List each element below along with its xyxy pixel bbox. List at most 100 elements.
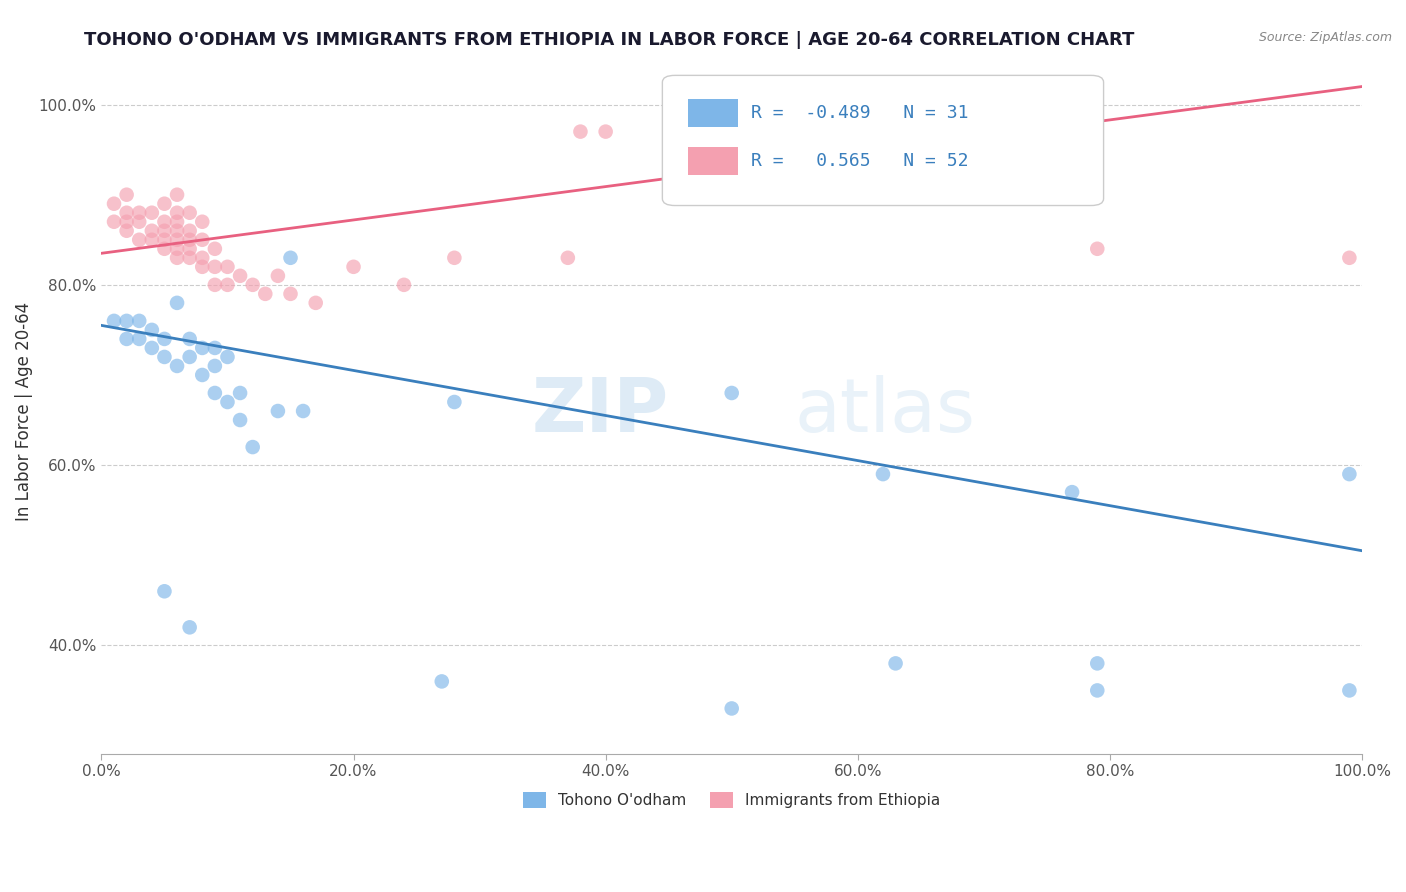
Point <box>166 296 188 310</box>
Point <box>1060 485 1083 500</box>
Point <box>191 341 214 355</box>
Point <box>166 187 188 202</box>
Point <box>720 701 742 715</box>
Point <box>115 187 138 202</box>
FancyBboxPatch shape <box>662 75 1104 205</box>
Point <box>392 277 415 292</box>
Point <box>242 440 264 454</box>
Point <box>103 215 125 229</box>
Point <box>1339 251 1361 265</box>
Point <box>254 286 277 301</box>
Point <box>166 205 188 219</box>
Point <box>153 242 176 256</box>
FancyBboxPatch shape <box>688 147 738 175</box>
Point <box>443 395 465 409</box>
Point <box>217 350 239 364</box>
Point <box>179 224 201 238</box>
Point <box>141 233 163 247</box>
Point <box>204 260 226 274</box>
Point <box>179 620 201 634</box>
Point <box>128 233 150 247</box>
Text: TOHONO O'ODHAM VS IMMIGRANTS FROM ETHIOPIA IN LABOR FORCE | AGE 20-64 CORRELATIO: TOHONO O'ODHAM VS IMMIGRANTS FROM ETHIOP… <box>84 31 1135 49</box>
Y-axis label: In Labor Force | Age 20-64: In Labor Force | Age 20-64 <box>15 301 32 521</box>
Point <box>128 215 150 229</box>
Point <box>229 386 252 401</box>
Point <box>1085 242 1108 256</box>
Point <box>204 242 226 256</box>
Point <box>191 368 214 382</box>
Text: R =  -0.489   N = 31: R = -0.489 N = 31 <box>751 104 969 122</box>
Point <box>204 359 226 373</box>
Point <box>179 332 201 346</box>
Point <box>229 413 252 427</box>
Point <box>179 242 201 256</box>
Point <box>153 215 176 229</box>
Point <box>128 332 150 346</box>
Text: R =   0.565   N = 52: R = 0.565 N = 52 <box>751 152 969 170</box>
Point <box>141 341 163 355</box>
Point <box>191 251 214 265</box>
Point <box>430 674 453 689</box>
Point <box>166 251 188 265</box>
Point <box>179 350 201 364</box>
Point <box>115 205 138 219</box>
Point <box>569 125 592 139</box>
Point <box>179 205 201 219</box>
Point <box>305 296 328 310</box>
Point <box>292 404 315 418</box>
Point <box>103 196 125 211</box>
Point <box>115 314 138 328</box>
Point <box>1339 683 1361 698</box>
Point <box>595 125 617 139</box>
Point <box>115 332 138 346</box>
Point <box>166 224 188 238</box>
Point <box>720 386 742 401</box>
Point <box>153 224 176 238</box>
Point <box>191 215 214 229</box>
Point <box>242 277 264 292</box>
Point <box>443 251 465 265</box>
Text: ZIP: ZIP <box>531 375 669 448</box>
Point <box>141 323 163 337</box>
Point <box>128 314 150 328</box>
Point <box>153 350 176 364</box>
Point <box>280 286 302 301</box>
Point <box>141 224 163 238</box>
Point <box>217 277 239 292</box>
Point <box>153 584 176 599</box>
Point <box>884 657 907 671</box>
Point <box>267 268 290 283</box>
Point <box>1085 683 1108 698</box>
Point <box>153 233 176 247</box>
Point <box>115 215 138 229</box>
Point <box>557 251 579 265</box>
Point <box>217 260 239 274</box>
Point <box>191 260 214 274</box>
FancyBboxPatch shape <box>688 99 738 127</box>
Point <box>166 233 188 247</box>
Text: Source: ZipAtlas.com: Source: ZipAtlas.com <box>1258 31 1392 45</box>
Point <box>1085 657 1108 671</box>
Legend: Tohono O'odham, Immigrants from Ethiopia: Tohono O'odham, Immigrants from Ethiopia <box>517 786 946 814</box>
Point <box>141 205 163 219</box>
Point <box>872 467 894 482</box>
Point <box>153 332 176 346</box>
Point <box>229 268 252 283</box>
Point <box>115 224 138 238</box>
Point <box>128 205 150 219</box>
Point <box>103 314 125 328</box>
Point <box>153 196 176 211</box>
Point <box>166 215 188 229</box>
Point <box>191 233 214 247</box>
Point <box>204 386 226 401</box>
Point <box>204 341 226 355</box>
Text: atlas: atlas <box>794 375 976 448</box>
Point <box>267 404 290 418</box>
Point <box>280 251 302 265</box>
Point <box>179 251 201 265</box>
Point <box>204 277 226 292</box>
Point <box>179 233 201 247</box>
Point <box>166 242 188 256</box>
Point <box>342 260 364 274</box>
Point <box>166 359 188 373</box>
